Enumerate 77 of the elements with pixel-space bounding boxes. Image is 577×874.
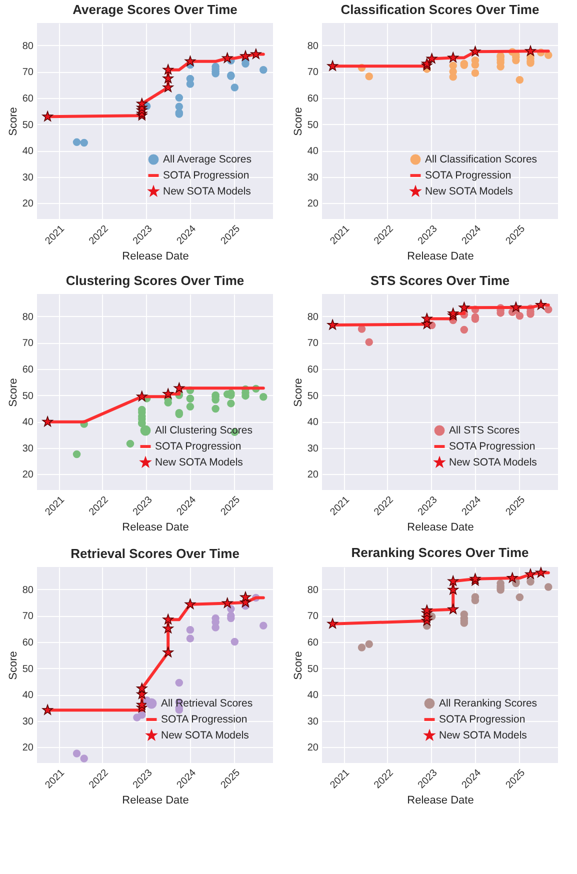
y-tick-label: 80	[307, 40, 319, 52]
legend-label: SOTA Progression	[449, 440, 536, 452]
y-tick-label: 40	[307, 417, 319, 428]
y-tick-label: 50	[22, 664, 34, 675]
y-axis-title: Score	[292, 378, 304, 407]
y-tick-label: 70	[307, 67, 319, 78]
y-tick-label: 60	[22, 93, 34, 104]
legend-label: All Classification Scores	[425, 154, 538, 166]
y-tick-label: 20	[22, 742, 34, 754]
y-tick-label: 60	[22, 637, 34, 648]
y-tick-label: 60	[307, 637, 319, 648]
chart-title: STS Scores Over Time	[370, 273, 510, 288]
y-tick-label: 80	[22, 40, 34, 52]
y-tick-label: 40	[307, 146, 319, 158]
y-tick-label: 50	[307, 120, 319, 131]
legend-label: All Average Scores	[163, 154, 252, 166]
y-tick-label: 50	[307, 390, 319, 402]
y-tick-label: 70	[22, 67, 34, 78]
y-tick-label: 60	[22, 364, 34, 376]
y-tick-label: 30	[307, 443, 319, 454]
legend-label: New SOTA Models	[155, 456, 243, 468]
x-axis-title: Release Date	[122, 794, 189, 806]
x-axis-title: Release Date	[122, 250, 189, 262]
legend-label: New SOTA Models	[449, 456, 537, 468]
y-tick-label: 80	[22, 584, 34, 596]
y-tick-label: 30	[22, 716, 34, 728]
legend-label: All STS Scores	[449, 424, 520, 436]
y-axis-title: Score	[292, 107, 304, 136]
x-axis-title: Release Date	[407, 794, 474, 806]
legend-label: SOTA Progression	[161, 714, 248, 726]
legend-label: New SOTA Models	[425, 186, 513, 198]
legend-label: New SOTA Models	[439, 730, 527, 742]
x-axis-title: Release Date	[122, 521, 189, 534]
y-tick-label: 50	[307, 664, 319, 675]
chart-title: Clustering Scores Over Time	[66, 273, 244, 288]
y-tick-label: 20	[307, 742, 319, 754]
y-tick-label: 60	[307, 93, 319, 104]
y-tick-label: 30	[22, 443, 34, 454]
y-tick-label: 20	[22, 198, 34, 210]
y-tick-label: 70	[307, 338, 319, 350]
y-axis-title: Score	[7, 378, 20, 407]
y-tick-label: 30	[22, 172, 34, 184]
y-tick-label: 70	[22, 611, 34, 622]
y-tick-label: 20	[22, 470, 34, 481]
legend-label: New SOTA Models	[163, 186, 251, 198]
y-axis-title: Score	[292, 651, 304, 680]
y-tick-label: 80	[307, 584, 319, 596]
y-tick-label: 40	[22, 146, 34, 158]
y-tick-label: 30	[307, 716, 319, 728]
y-tick-label: 70	[307, 611, 319, 622]
chart-title: Average Scores Over Time	[72, 2, 238, 17]
chart-title: Reranking Scores Over Time	[351, 544, 529, 560]
legend-label: SOTA Progression	[155, 440, 242, 452]
legend-label: SOTA Progression	[439, 714, 526, 726]
x-axis-title: Release Date	[407, 521, 474, 534]
y-tick-label: 50	[22, 120, 34, 131]
y-tick-label: 20	[307, 470, 319, 481]
y-tick-label: 40	[22, 690, 34, 702]
y-tick-label: 50	[22, 390, 34, 402]
y-tick-label: 70	[22, 338, 34, 350]
legend-label: SOTA Progression	[425, 170, 512, 182]
y-tick-label: 40	[307, 690, 319, 702]
legend-label: All Retrieval Scores	[161, 698, 253, 710]
legend-label: SOTA Progression	[163, 170, 250, 182]
chart-title: Classification Scores Over Time	[340, 2, 540, 17]
y-axis-title: Score	[7, 107, 20, 136]
y-tick-label: 80	[22, 312, 34, 323]
legend-label: All Reranking Scores	[439, 698, 538, 710]
legend-label: New SOTA Models	[161, 730, 249, 742]
y-axis-title: Score	[7, 651, 20, 680]
y-tick-label: 20	[307, 198, 319, 210]
chart-title: Retrieval Scores Over Time	[70, 546, 240, 561]
y-tick-label: 40	[22, 417, 34, 428]
y-tick-label: 80	[307, 312, 319, 323]
x-axis-title: Release Date	[407, 250, 474, 262]
y-tick-label: 30	[307, 172, 319, 184]
y-tick-label: 60	[307, 364, 319, 376]
